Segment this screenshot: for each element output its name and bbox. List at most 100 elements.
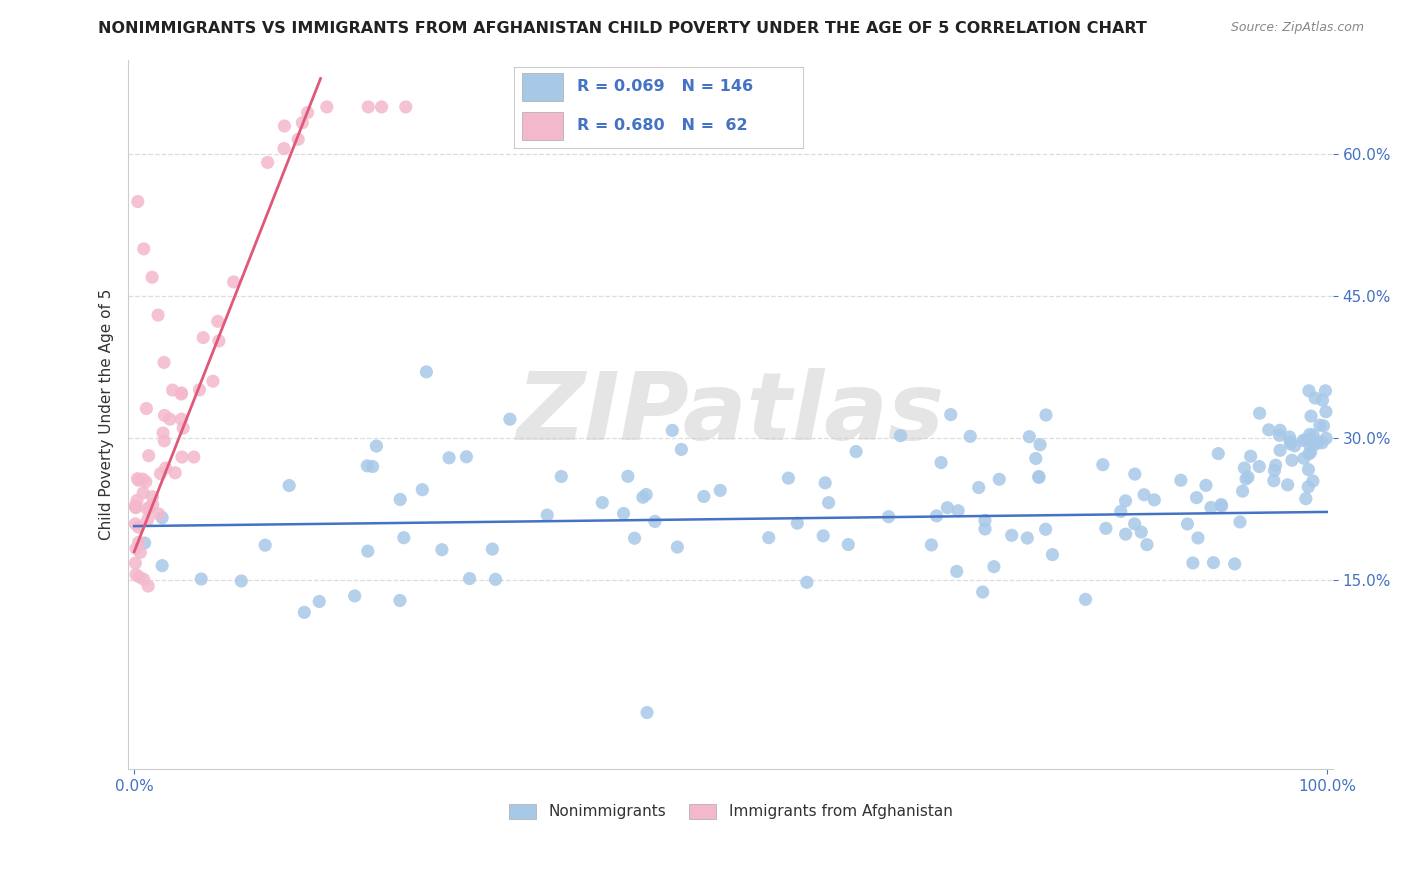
Point — [946, 504, 969, 518]
Point — [1299, 409, 1322, 423]
Point — [208, 334, 231, 348]
Point — [1263, 474, 1285, 488]
Point — [644, 515, 666, 529]
Point — [361, 459, 384, 474]
Point — [1025, 451, 1047, 466]
Point — [1303, 437, 1326, 451]
Point — [152, 425, 174, 440]
Point — [1018, 430, 1040, 444]
Point — [1277, 478, 1299, 492]
Point — [1123, 516, 1146, 531]
Point — [814, 475, 837, 490]
Point — [188, 383, 211, 397]
Point — [273, 142, 295, 156]
Point — [125, 567, 148, 582]
Point — [201, 374, 224, 388]
Point — [1233, 461, 1256, 475]
Point — [153, 409, 176, 423]
Point — [1268, 443, 1291, 458]
Point — [222, 275, 245, 289]
Point — [1029, 438, 1052, 452]
Point — [370, 100, 392, 114]
Point — [945, 565, 967, 579]
Point — [170, 450, 193, 464]
Point — [162, 383, 184, 397]
Point — [127, 194, 149, 209]
Point — [141, 270, 163, 285]
Point — [1091, 458, 1114, 472]
Point — [131, 472, 153, 486]
Point — [153, 355, 176, 369]
Point — [155, 461, 177, 475]
Point — [936, 500, 959, 515]
Point — [153, 434, 176, 448]
Point — [1249, 459, 1271, 474]
Point — [150, 558, 173, 573]
Point — [1123, 467, 1146, 481]
Point — [967, 481, 990, 495]
Point — [1302, 428, 1324, 442]
Text: ZIPatlas: ZIPatlas — [516, 368, 945, 460]
Point — [1295, 491, 1317, 506]
Point — [939, 408, 962, 422]
Point — [1187, 531, 1209, 545]
Y-axis label: Child Poverty Under the Age of 5: Child Poverty Under the Age of 5 — [100, 289, 114, 541]
Point — [1278, 430, 1301, 444]
Point — [811, 529, 834, 543]
Point — [1095, 521, 1118, 535]
Point — [129, 545, 152, 559]
Point — [889, 428, 911, 442]
Text: Source: ZipAtlas.com: Source: ZipAtlas.com — [1230, 21, 1364, 35]
Point — [1249, 406, 1271, 420]
Point — [1298, 462, 1320, 476]
Point — [395, 100, 418, 114]
Point — [1185, 491, 1208, 505]
Point — [125, 493, 148, 508]
Point — [1296, 480, 1319, 494]
Point — [778, 471, 800, 485]
Point — [136, 579, 159, 593]
Point — [1195, 478, 1218, 492]
Point — [124, 556, 146, 570]
Point — [193, 330, 215, 344]
Point — [1302, 474, 1324, 488]
Point — [1295, 433, 1317, 447]
Point — [925, 508, 948, 523]
Point — [308, 594, 330, 608]
Point — [1199, 500, 1222, 515]
Point — [148, 507, 170, 521]
Point — [1001, 528, 1024, 542]
Point — [411, 483, 433, 497]
Point — [929, 456, 952, 470]
Point — [484, 572, 506, 586]
Point — [1281, 453, 1303, 467]
Point — [138, 449, 160, 463]
Point — [636, 487, 658, 501]
Point — [127, 472, 149, 486]
Point — [278, 478, 301, 492]
Point — [170, 412, 193, 426]
Point — [134, 536, 156, 550]
Point — [458, 572, 481, 586]
Point — [132, 485, 155, 500]
Point — [124, 516, 146, 531]
Point — [1115, 494, 1137, 508]
Point — [128, 570, 150, 584]
Point — [127, 520, 149, 534]
Point — [146, 308, 169, 322]
Point — [1299, 439, 1322, 453]
Point — [1206, 447, 1229, 461]
Point — [837, 538, 859, 552]
Point — [297, 105, 319, 120]
Point — [550, 469, 572, 483]
Point — [125, 541, 148, 556]
Point — [1130, 524, 1153, 539]
Point — [1312, 393, 1334, 408]
Point — [1109, 504, 1132, 518]
Point — [1263, 463, 1285, 477]
Point — [389, 492, 412, 507]
Point — [1298, 384, 1320, 398]
Point — [617, 469, 640, 483]
Point — [1309, 418, 1331, 433]
Point — [343, 589, 366, 603]
